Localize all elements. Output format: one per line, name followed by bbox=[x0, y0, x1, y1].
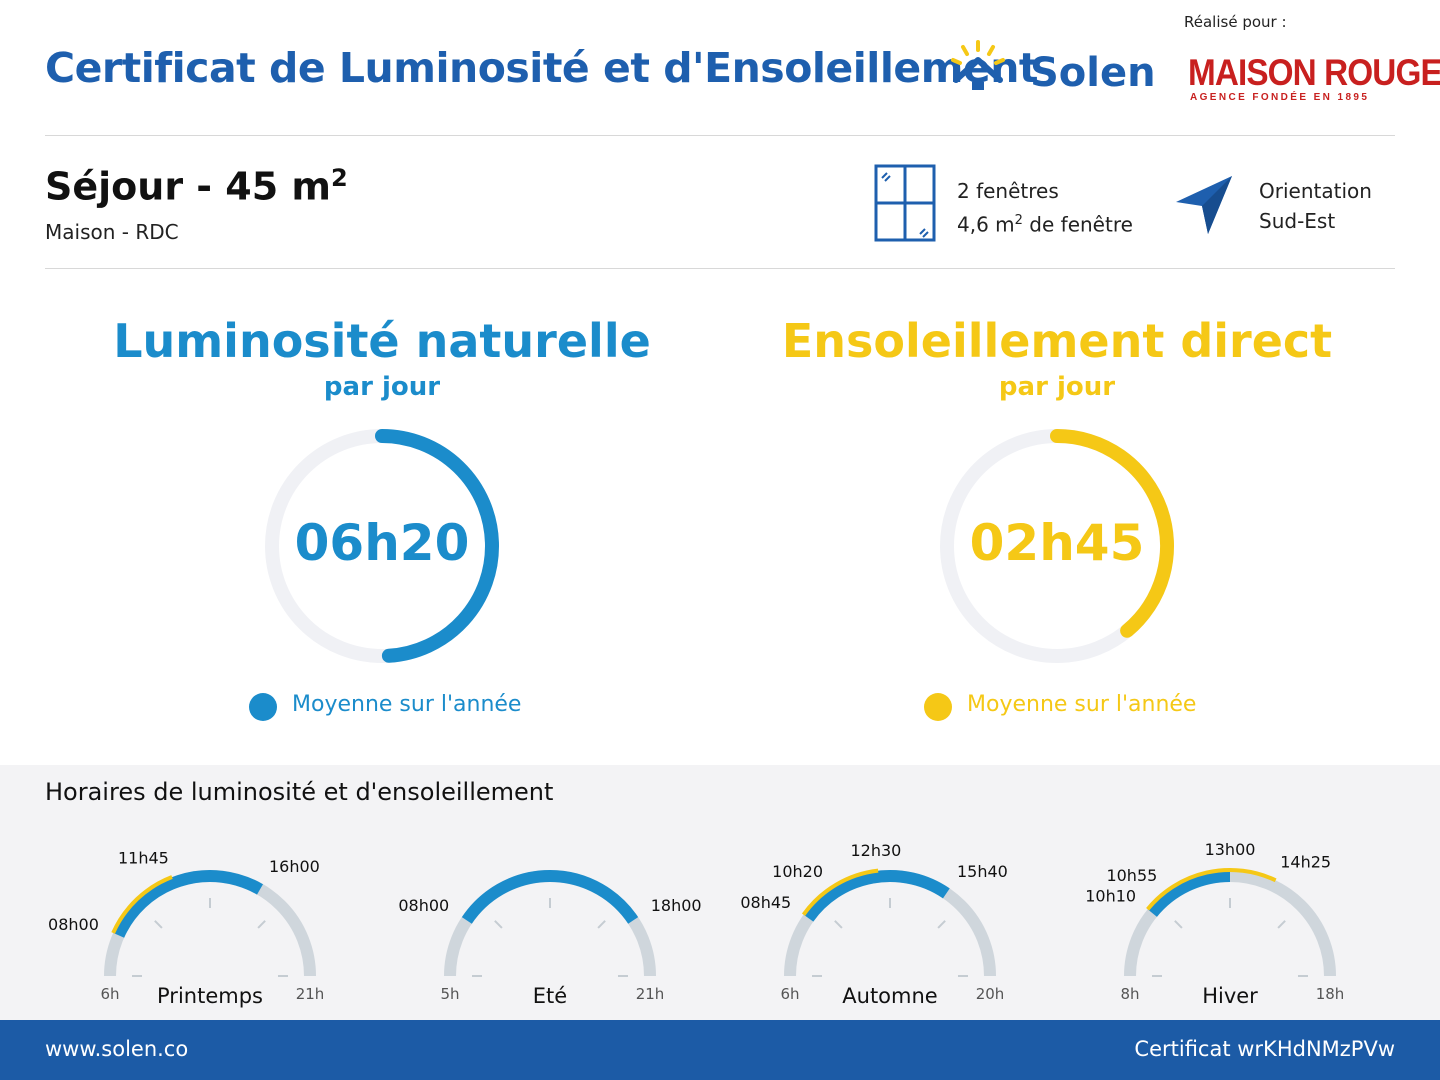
time-label: 10h55 bbox=[1106, 866, 1157, 885]
light-period-arc bbox=[803, 870, 950, 922]
time-label: 12h30 bbox=[850, 841, 901, 860]
gauge-tick bbox=[257, 920, 266, 929]
time-label: 10h20 bbox=[772, 862, 823, 881]
orientation-info: Orientation Sud-Est bbox=[1259, 176, 1372, 236]
windows-count: 2 fenêtres bbox=[957, 179, 1059, 203]
gauge-tick bbox=[937, 920, 946, 929]
season-name: Eté bbox=[533, 984, 567, 1008]
start-hour-label: 6h bbox=[780, 985, 799, 1003]
partner-logo-name: MAISON ROUGE bbox=[1188, 52, 1440, 93]
time-label: 15h40 bbox=[957, 862, 1008, 881]
end-hour-label: 21h bbox=[636, 985, 665, 1003]
compass-arrow-icon bbox=[1176, 176, 1232, 234]
orientation-value: Sud-Est bbox=[1259, 209, 1336, 233]
schedule-title: Horaires de luminosité et d'ensoleilleme… bbox=[45, 778, 554, 806]
gauge-tick bbox=[154, 920, 163, 929]
window-icon bbox=[874, 164, 936, 242]
room-name: Séjour - 45 m2 bbox=[45, 164, 348, 209]
luminosite-subtitle: par jour bbox=[323, 372, 441, 402]
ensoleillement-legend-dot bbox=[924, 693, 952, 721]
start-hour-label: 8h bbox=[1120, 985, 1139, 1003]
time-label: 11h45 bbox=[118, 848, 169, 867]
gauge-progress-arc bbox=[375, 429, 499, 663]
time-label: 10h10 bbox=[1085, 887, 1136, 906]
sun-period-arc bbox=[801, 868, 879, 916]
certificate-id: Certificat wrKHdNMzPVw bbox=[1134, 1037, 1395, 1061]
gauge-tick bbox=[597, 920, 606, 929]
time-label: 16h00 bbox=[269, 857, 320, 876]
start-hour-label: 6h bbox=[100, 985, 119, 1003]
light-period-arc bbox=[461, 870, 639, 924]
schedule-panel bbox=[0, 765, 1440, 1020]
time-label: 08h00 bbox=[398, 896, 449, 915]
light-period-arc bbox=[1147, 870, 1231, 917]
solen-brand: Solen bbox=[1030, 50, 1156, 96]
time-label: 13h00 bbox=[1205, 840, 1256, 859]
ensoleillement-legend-label: Moyenne sur l'année bbox=[967, 692, 1197, 717]
ensoleillement-gauge bbox=[940, 429, 1174, 663]
website-link[interactable]: www.solen.co bbox=[45, 1037, 189, 1061]
gauge-progress-arc bbox=[1050, 429, 1174, 638]
time-label: 08h45 bbox=[740, 893, 791, 912]
gauge-tick bbox=[494, 920, 503, 929]
luminosite-legend-label: Moyenne sur l'année bbox=[292, 692, 522, 717]
windows-area: 4,6 m2 de fenêtre bbox=[957, 212, 1133, 237]
time-label: 18h00 bbox=[651, 896, 702, 915]
divider bbox=[45, 268, 1395, 269]
time-label: 08h00 bbox=[48, 915, 99, 934]
luminosite-title: Luminosité naturelle bbox=[113, 314, 651, 368]
season-gauge-hiver: 10h10 10h55 13h00 14h25 8h 18h Hiver bbox=[1085, 840, 1345, 1008]
gauge-tick bbox=[1277, 920, 1286, 929]
footer bbox=[0, 1020, 1440, 1080]
season-gauge-automne: 08h45 10h20 12h30 15h40 6h 20h Automne bbox=[740, 841, 1008, 1008]
season-track bbox=[104, 870, 316, 977]
season-gauge-printemps: 08h00 11h45 16h00 6h 21h Printemps bbox=[48, 848, 325, 1008]
luminosite-legend-dot bbox=[249, 693, 277, 721]
divider bbox=[45, 135, 1395, 136]
season-name: Automne bbox=[842, 984, 937, 1008]
season-gauge-ete: 08h00 18h00 5h 21h Eté bbox=[398, 870, 702, 1008]
ensoleillement-title: Ensoleillement direct bbox=[781, 314, 1333, 368]
page-title: Certificat de Luminosité et d'Ensoleille… bbox=[45, 44, 1039, 92]
luminosite-gauge bbox=[265, 429, 499, 663]
gauge-tick bbox=[834, 920, 843, 929]
partner-logo-tagline: AGENCE FONDÉE EN 1895 bbox=[1190, 92, 1370, 103]
light-period-arc bbox=[113, 870, 263, 938]
sun-period-arc bbox=[1146, 868, 1277, 911]
season-track bbox=[1124, 870, 1336, 977]
season-track bbox=[784, 870, 996, 977]
season-name: Printemps bbox=[157, 984, 263, 1008]
realise-pour-label: Réalisé pour : bbox=[1184, 13, 1287, 31]
room-subtitle: Maison - RDC bbox=[45, 220, 179, 244]
season-track bbox=[444, 870, 656, 977]
solen-logo-icon bbox=[951, 40, 1005, 90]
orientation-label: Orientation bbox=[1259, 179, 1372, 203]
start-hour-label: 5h bbox=[440, 985, 459, 1003]
end-hour-label: 18h bbox=[1316, 985, 1345, 1003]
ensoleillement-subtitle: par jour bbox=[998, 372, 1116, 402]
sun-period-arc bbox=[111, 875, 173, 934]
time-label: 14h25 bbox=[1280, 852, 1331, 871]
end-hour-label: 20h bbox=[976, 985, 1005, 1003]
windows-info: 2 fenêtres 4,6 m2 de fenêtre bbox=[957, 176, 1133, 240]
gauge-tick bbox=[1174, 920, 1183, 929]
end-hour-label: 21h bbox=[296, 985, 325, 1003]
luminosite-value: 06h20 bbox=[294, 514, 470, 572]
ensoleillement-value: 02h45 bbox=[969, 514, 1145, 572]
season-name: Hiver bbox=[1202, 984, 1258, 1008]
